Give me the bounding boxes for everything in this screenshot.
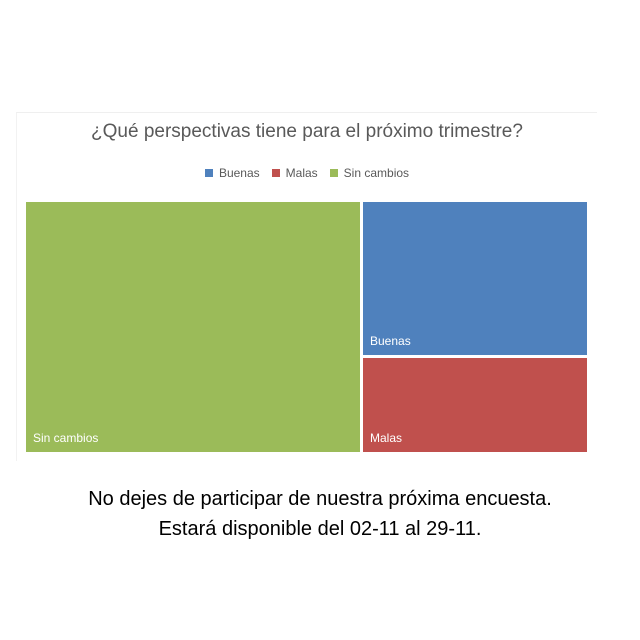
legend-label-sin-cambios: Sin cambios — [343, 166, 410, 180]
footer-line-2: Estará disponible del 02-11 al 29-11. — [158, 518, 482, 540]
legend-swatch-malas — [271, 169, 280, 177]
treemap-tile-buenas: Buenas — [363, 202, 587, 355]
chart-legend: Buenas Malas Sin cambios — [17, 166, 597, 180]
legend-label-malas: Malas — [285, 166, 318, 180]
legend-entry-malas: Malas — [271, 166, 318, 180]
legend-entry-sin-cambios: Sin cambios — [329, 166, 410, 180]
footer-line-1: No dejes de participar de nuestra próxim… — [88, 488, 552, 510]
legend-label-buenas: Buenas — [218, 166, 260, 180]
legend-swatch-sin-cambios — [329, 169, 338, 177]
treemap-tile-malas: Malas — [363, 358, 587, 452]
legend-entry-buenas: Buenas — [204, 166, 260, 180]
treemap-tile-sin-cambios: Sin cambios — [26, 202, 360, 452]
legend-swatch-buenas — [204, 169, 213, 177]
treemap-plot: Sin cambios Buenas Malas — [26, 202, 587, 452]
treemap-label-malas: Malas — [370, 431, 403, 445]
chart-title: ¿Qué perspectivas tiene para el próximo … — [91, 121, 523, 142]
footer-message: No dejes de participar de nuestra próxim… — [0, 484, 640, 544]
treemap-label-sin-cambios: Sin cambios — [33, 431, 99, 445]
chart-area: ¿Qué perspectivas tiene para el próximo … — [16, 112, 597, 461]
treemap-label-buenas: Buenas — [370, 334, 411, 348]
